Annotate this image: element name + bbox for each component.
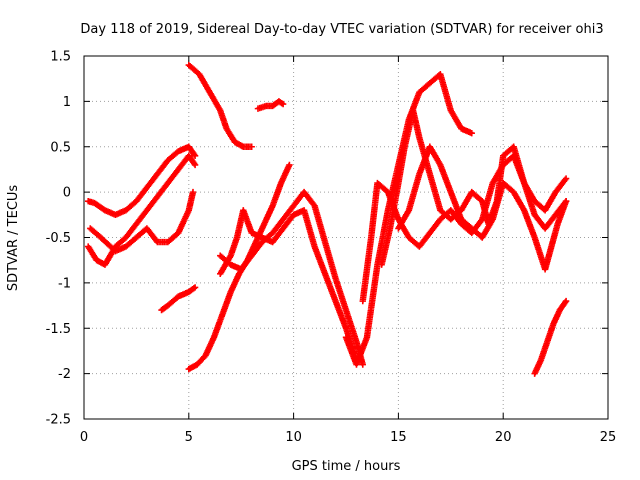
- x-tick-label: 0: [80, 430, 88, 445]
- plot-frame: [83, 55, 609, 420]
- series-arc-1: [84, 143, 199, 219]
- series-arc-12: [378, 107, 570, 268]
- data-point: [191, 161, 199, 169]
- data-point: [190, 285, 198, 292]
- x-tick-label: 25: [600, 430, 617, 445]
- data-point: [561, 299, 569, 306]
- series-arc-13: [395, 143, 570, 273]
- data-layer: [84, 61, 570, 377]
- data-point: [286, 161, 293, 169]
- data-point: [359, 361, 366, 368]
- grid-layer: [84, 56, 608, 419]
- data-point: [562, 198, 570, 205]
- data-point: [190, 151, 198, 158]
- data-point: [190, 160, 198, 167]
- data-point: [191, 152, 199, 160]
- y-tick-label: -2: [58, 367, 71, 382]
- y-tick-label: -2.5: [46, 413, 71, 428]
- y-tick-label: 1.5: [50, 50, 71, 65]
- y-tick-label: -0.5: [46, 231, 71, 246]
- y-tick-label: -1.5: [46, 322, 71, 337]
- series-arc-5: [254, 98, 287, 112]
- data-point: [279, 100, 287, 108]
- x-axis-title: GPS time / hours: [292, 459, 401, 474]
- series-arc-14: [531, 297, 570, 377]
- series-arc-9: [217, 207, 360, 364]
- x-tick-label: 20: [495, 430, 512, 445]
- y-axis-title: SDTVAR / TECUs: [6, 185, 21, 292]
- y-tick-label: 1: [63, 95, 71, 110]
- data-point: [562, 175, 570, 182]
- y-tick-label: 0: [63, 186, 71, 201]
- data-point: [562, 297, 570, 305]
- data-point: [191, 284, 199, 291]
- series-arc-4: [185, 61, 255, 150]
- chart-title: Day 118 of 2019, Sidereal Day-to-day VTE…: [80, 22, 603, 37]
- data-point: [468, 129, 475, 137]
- tick-layer: 0 5 10 15 20 25 -2.5 -2 -1.5 -1 -0.5 0 0.5 1 1.5: [46, 50, 617, 446]
- x-tick-label: 5: [185, 430, 193, 445]
- data-point: [189, 188, 197, 196]
- y-tick-label: 0.5: [50, 140, 71, 155]
- x-tick-label: 10: [285, 430, 302, 445]
- y-tick-label: -1: [58, 276, 71, 291]
- x-tick-label: 15: [390, 430, 407, 445]
- series-arc-3: [87, 188, 197, 255]
- data-point: [248, 143, 255, 150]
- series-arc-6: [158, 284, 199, 314]
